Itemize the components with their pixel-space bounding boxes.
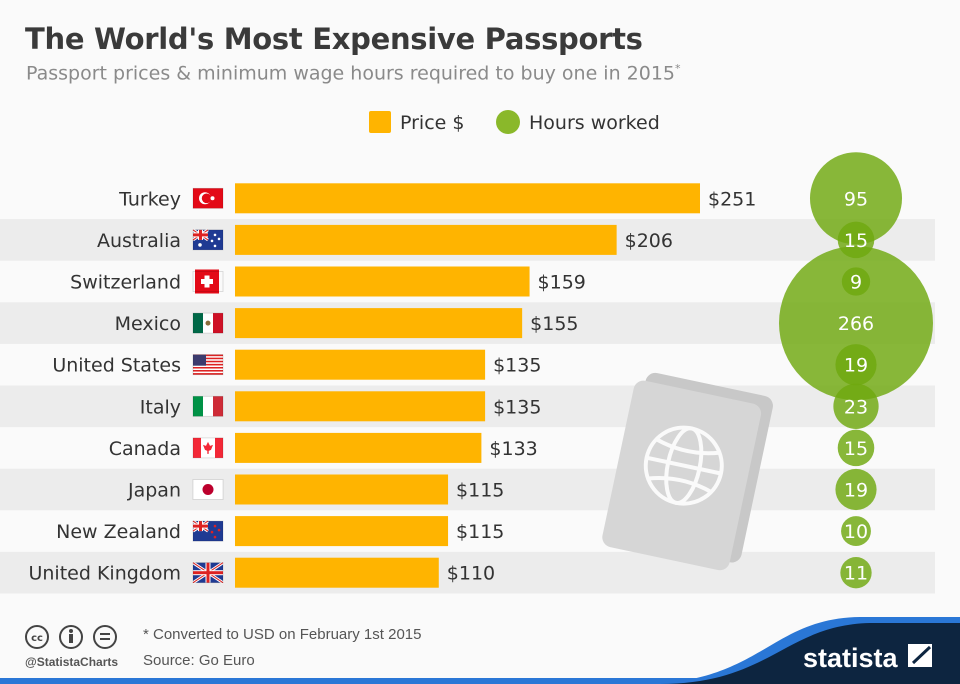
japan-flag-icon: [192, 479, 224, 500]
bar-price: [235, 308, 523, 339]
bar-row: Mexico $155: [115, 308, 579, 339]
australia-flag-icon: [192, 228, 224, 251]
bubble-hours: [779, 246, 933, 401]
bar-price: [235, 224, 617, 255]
bubble-hours: [835, 468, 877, 511]
category-label: Japan: [127, 480, 181, 502]
no-derivatives-icon: [93, 625, 117, 649]
legend: Price $ Hours worked: [369, 110, 660, 134]
bar-row: New Zealand $115: [56, 516, 504, 547]
new-zealand-flag-icon: [192, 519, 224, 542]
bubble-hours: [837, 429, 875, 467]
subtitle-footnote-mark: *: [675, 62, 681, 75]
row-background: [0, 468, 935, 511]
bubble-value-label: 11: [844, 563, 868, 585]
category-label: Switzerland: [70, 272, 181, 294]
footer-bar: [0, 678, 960, 684]
bubble-value-label: 23: [844, 396, 868, 418]
bubble-value-label: 19: [844, 480, 868, 502]
bubble-value-label: 15: [844, 230, 868, 252]
bubble-value-label: 266: [838, 313, 874, 335]
footnote: * Converted to USD on February 1st 2015: [143, 626, 422, 643]
bar-value-label: $135: [493, 355, 541, 377]
bubble-hours: [840, 557, 872, 589]
bar-value-label: $110: [447, 563, 495, 585]
bar-price: [235, 516, 449, 547]
bubble-value-label: 15: [844, 438, 868, 460]
bar-price: [235, 266, 530, 297]
bar-row: Australia $206: [97, 224, 673, 255]
license-icons: cc: [25, 625, 117, 649]
bar-price: [235, 349, 486, 380]
uk-flag-icon: [192, 561, 224, 584]
category-label: Canada: [109, 438, 181, 460]
category-label: United Kingdom: [28, 563, 181, 585]
legend-swatch-hours: [496, 110, 520, 134]
bubble-value-label: 9: [850, 272, 862, 294]
chart-subtitle: Passport prices & minimum wage hours req…: [26, 62, 681, 84]
bar-value-label: $159: [538, 272, 586, 294]
switzerland-flag-icon: [192, 269, 224, 294]
bubble-hours: [833, 383, 879, 429]
bar-value-label: $251: [708, 188, 756, 210]
legend-swatch-price: [369, 111, 391, 133]
canada-flag-icon: [192, 437, 224, 459]
bubble-hours: [841, 267, 871, 296]
bar-row: Italy $135: [140, 391, 541, 422]
legend-label-hours: Hours worked: [529, 112, 660, 134]
category-label: New Zealand: [56, 521, 181, 543]
category-label: Italy: [140, 396, 181, 418]
cc-icon: [25, 625, 49, 649]
bar-row: Switzerland $159: [70, 266, 586, 297]
bar-value-label: $115: [456, 480, 504, 502]
bubble-hours: [809, 152, 903, 245]
brand-panel: [660, 623, 960, 684]
chart-title: The World's Most Expensive Passports: [25, 22, 643, 56]
svg-text:cc: cc: [31, 633, 43, 644]
passport-icon: [602, 372, 773, 571]
bar-value-label: $135: [493, 396, 541, 418]
bar-row: Canada $133: [109, 432, 538, 463]
bubble-value-label: 19: [844, 355, 868, 377]
bubble-value-label: 10: [844, 521, 868, 543]
attribution-icon: [59, 625, 83, 649]
bar-value-label: $133: [489, 438, 537, 460]
bubble-value-label: 95: [844, 188, 868, 210]
legend-label-price: Price $: [400, 112, 464, 134]
row-background: [0, 551, 935, 594]
bar-price: [235, 474, 449, 505]
bar-value-label: $206: [625, 230, 673, 252]
statista-logo: statista: [803, 643, 899, 673]
bar-row: United States $135: [52, 349, 541, 380]
bar-row: Turkey $251: [118, 183, 756, 214]
bar-row: United Kingdom $110: [28, 557, 495, 588]
category-label: United States: [52, 355, 181, 377]
twitter-handle[interactable]: @StatistaCharts: [25, 655, 119, 669]
bar-price: [235, 557, 439, 588]
mexico-flag-icon: [192, 312, 224, 334]
category-label: Mexico: [115, 313, 181, 335]
bar-value-label: $155: [530, 313, 578, 335]
category-label: Australia: [97, 230, 181, 252]
bar-price: [235, 432, 482, 463]
italy-flag-icon: [192, 395, 224, 417]
bar-row: Japan $115: [127, 474, 504, 505]
usa-flag-icon: [192, 354, 224, 376]
category-label: Turkey: [118, 188, 181, 210]
bubble-hours: [841, 516, 871, 547]
bubble-hours: [835, 344, 877, 386]
source: Source: Go Euro: [143, 652, 255, 669]
turkey-flag-icon: [192, 187, 224, 209]
subtitle-text: Passport prices & minimum wage hours req…: [26, 62, 676, 85]
bar-value-label: $115: [456, 521, 504, 543]
bar-price: [235, 391, 486, 422]
bar-price: [235, 183, 700, 214]
bubble-hours: [837, 221, 875, 259]
